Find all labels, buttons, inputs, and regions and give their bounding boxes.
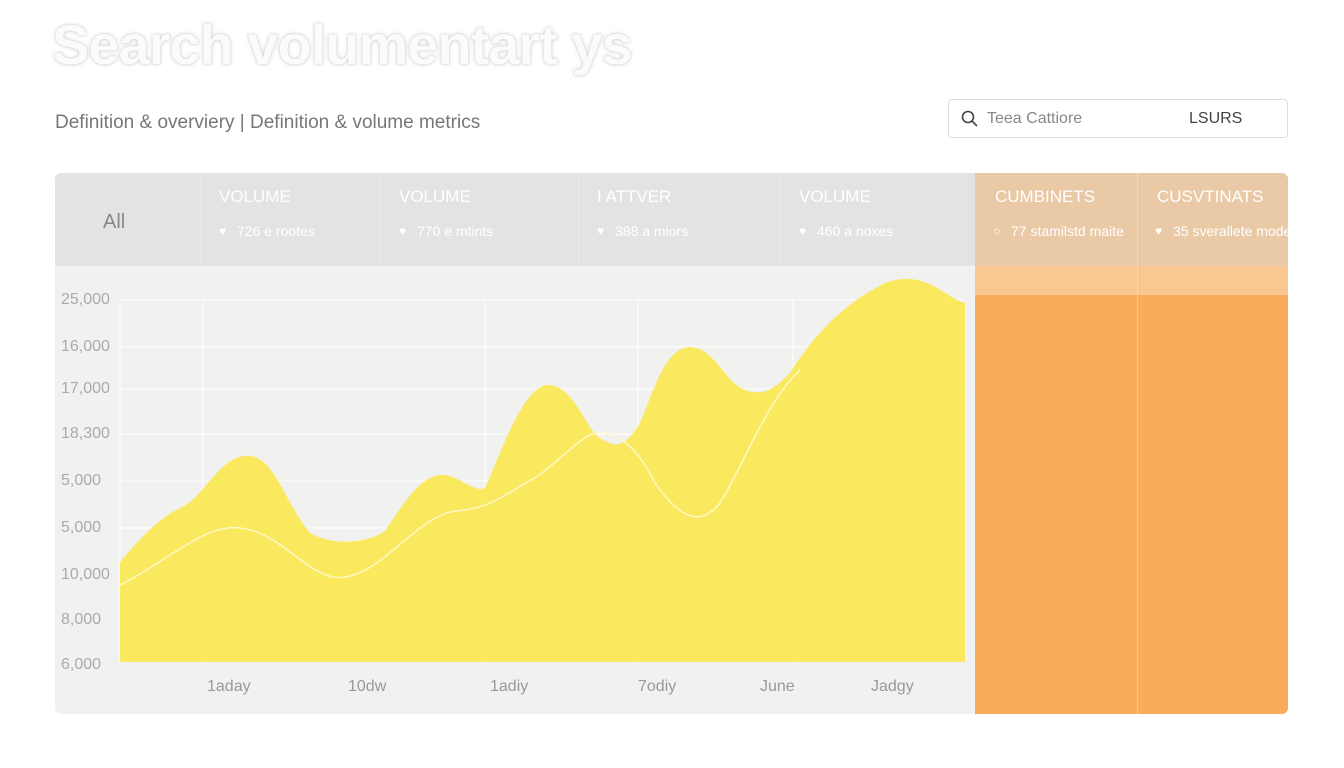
column-detail: 460 a noxes: [817, 223, 894, 239]
x-tick-label: Jadgy: [871, 678, 914, 695]
y-tick-label: 6,000: [61, 656, 102, 673]
column-title: CUSVTINATS: [1157, 187, 1264, 206]
y-tick-label: 10,000: [61, 566, 110, 583]
x-tick-label: 1adiy: [490, 678, 529, 695]
subtitle: Definition & overviery | Definition & vo…: [55, 112, 481, 133]
column-header[interactable]: VOLUME 770 e mtints ♥: [380, 173, 579, 266]
search-icon: [961, 110, 978, 127]
column-detail: 35 sverallete mode: [1173, 223, 1288, 239]
icon: ♥: [799, 224, 807, 238]
title: Search volumentart ys: [52, 13, 633, 76]
column-header[interactable]: CUMBINETS 77 stamilstd maite ○: [975, 173, 1137, 266]
search-box[interactable]: Teea Cattiore LSURS: [948, 99, 1288, 138]
column-header[interactable]: VOLUME 726 e rootes ♥: [200, 173, 381, 266]
x-tick-label: 7odiy: [638, 678, 677, 695]
y-tick-label: 5,000: [61, 519, 102, 536]
highlight-column: [975, 295, 1288, 714]
column-detail: 726 e rootes: [237, 223, 315, 239]
icon: ♥: [219, 224, 227, 238]
x-tick-label: June: [760, 678, 795, 695]
stripe: [975, 266, 1288, 295]
column-detail: 388 a miors: [615, 223, 689, 239]
icon: ♥: [1155, 224, 1163, 238]
column-title: VOLUME: [799, 187, 871, 206]
column-detail: 77 stamilstd maite: [1011, 223, 1124, 239]
search-input[interactable]: Teea Cattiore: [987, 110, 1083, 127]
x-tick-label: 10dw: [348, 678, 387, 695]
column-detail: 770 e mtints: [417, 223, 494, 239]
y-tick-label: 5,000: [61, 472, 102, 489]
panel: All VOLUME 726 e rootes ♥ VOLUME 770 e mtint…: [55, 173, 1288, 714]
y-tick-label: 8,000: [61, 611, 102, 628]
x-tick-label: 1aday: [207, 678, 251, 695]
y-tick-label: 18,300: [61, 425, 110, 442]
search-button[interactable]: LSURS: [1189, 110, 1243, 127]
divider: [1137, 173, 1138, 714]
icon: ○: [993, 224, 1001, 238]
chart: [119, 278, 965, 662]
column-title: I ATTVER: [597, 187, 672, 206]
y-tick-label: 25,000: [61, 291, 110, 308]
area: [120, 278, 965, 662]
y-tick-label: 16,000: [61, 338, 110, 355]
column-header[interactable]: CUSVTINATS 35 sverallete mode ♥: [1137, 173, 1288, 266]
icon: ♥: [399, 224, 407, 238]
column-title: VOLUME: [399, 187, 471, 206]
column-title: VOLUME: [219, 187, 291, 206]
column-title: CUMBINETS: [995, 187, 1096, 206]
icon: ♥: [597, 224, 605, 238]
y-tick-label: 17,000: [61, 380, 110, 397]
trend-line: [119, 369, 801, 586]
all-tab[interactable]: All: [103, 211, 126, 233]
header-row: [55, 173, 975, 266]
column-header[interactable]: I ATTVER 388 a miors ♥: [578, 173, 781, 266]
column-header[interactable]: VOLUME 460 a noxes ♥: [780, 173, 976, 266]
header-row-highlight: [975, 173, 1288, 266]
